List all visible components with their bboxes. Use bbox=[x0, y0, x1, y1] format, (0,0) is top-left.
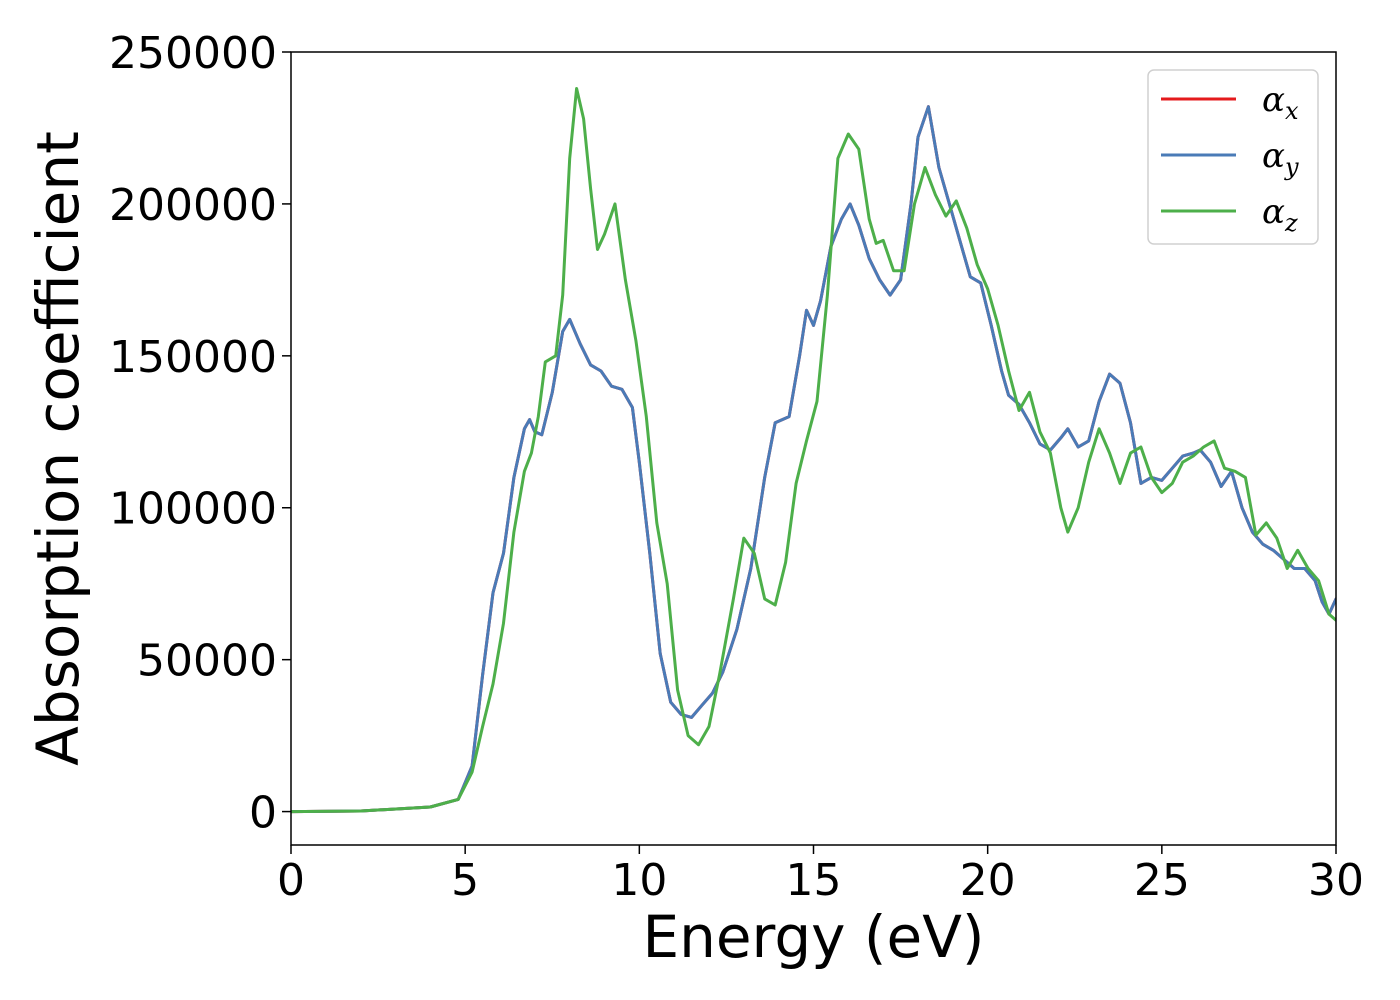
y-axis: 0 50000 100000 150000 200000 250000 bbox=[109, 28, 291, 839]
y-tick-label: 150000 bbox=[109, 332, 277, 383]
y-tick-label: 0 bbox=[249, 788, 277, 839]
x-tick-label: 15 bbox=[786, 855, 842, 906]
series-line-alpha-z bbox=[291, 87, 1336, 814]
x-axis: 0 5 10 15 20 25 30 bbox=[277, 845, 1364, 906]
y-tick-label: 250000 bbox=[109, 28, 277, 79]
series-layer bbox=[291, 87, 1336, 814]
x-tick-label: 25 bbox=[1134, 855, 1190, 906]
y-axis-title: Absorption coefficient bbox=[24, 131, 92, 766]
y-tick-label: 200000 bbox=[109, 180, 277, 231]
y-tick-label: 100000 bbox=[109, 484, 277, 535]
x-tick-label: 10 bbox=[611, 855, 667, 906]
series-line-alpha-y bbox=[291, 105, 1336, 814]
legend-item-alpha-y: αy bbox=[1161, 136, 1299, 181]
x-tick-label: 20 bbox=[960, 855, 1016, 906]
x-tick-label: 0 bbox=[277, 855, 305, 906]
x-axis-title: Energy (eV) bbox=[642, 903, 984, 971]
y-tick-label: 50000 bbox=[137, 636, 277, 687]
x-tick-label: 5 bbox=[451, 855, 479, 906]
legend-box bbox=[1147, 69, 1319, 245]
x-tick-label: 30 bbox=[1308, 855, 1364, 906]
